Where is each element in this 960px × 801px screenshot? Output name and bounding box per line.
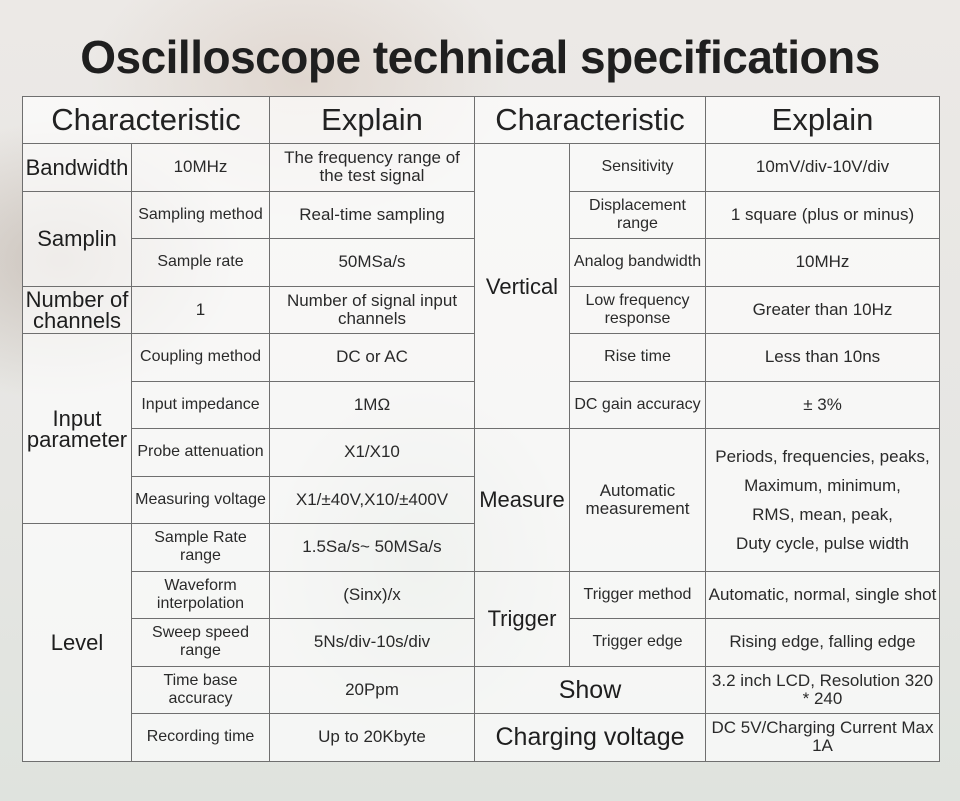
measure-explain-line: Duty cycle, pulse width — [736, 533, 909, 553]
table-row: Input impedance 1MΩ DC gain accuracy ± 3… — [23, 380, 940, 429]
vertical-explain: Greater than 10Hz — [705, 285, 940, 334]
table-row: Samplin Sampling method Real-time sampli… — [22, 190, 940, 287]
measure-explain-line: Periods, frequencies, peaks, — [715, 446, 930, 466]
level-param: Recording time — [131, 713, 270, 762]
input-explain: DC or AC — [269, 333, 475, 382]
show-category: Show — [474, 665, 706, 714]
charging-explain: DC 5V/Charging Current Max 1A — [705, 713, 940, 762]
vertical-param: DC gain accuracy — [569, 380, 706, 429]
trigger-param: Trigger edge — [569, 618, 706, 667]
sampling-param: Sample rate — [131, 238, 270, 287]
page-title: Oscilloscope technical specifications — [80, 31, 880, 83]
vertical-explain: 1 square (plus or minus) — [705, 190, 940, 239]
measure-explain: Periods, frequencies, peaks, Maximum, mi… — [705, 428, 940, 572]
table-row: Waveform interpolation (Sinx)/x Trigger … — [23, 570, 940, 667]
specs-table: Characteristic Explain Characteristic Ex… — [22, 96, 940, 762]
measure-explain-line: Maximum, minimum, — [744, 475, 901, 495]
level-explain: Up to 20Kbyte — [269, 713, 475, 762]
table-row: Probe attenuation X1/X10 Measure Automat… — [23, 428, 940, 572]
bandwidth-explain: The frequency range of the test signal — [269, 143, 475, 192]
trigger-explain: Automatic, normal, single shot — [705, 570, 940, 619]
measure-param: Automatic measurement — [569, 428, 706, 572]
level-param: Waveform interpolation — [131, 570, 270, 619]
table-row: Sweep speed range 5Ns/div-10s/div Trigge… — [23, 618, 940, 667]
vertical-param: Analog bandwidth — [569, 238, 706, 287]
header-row: Characteristic Explain Characteristic Ex… — [22, 96, 940, 144]
bandwidth-value: 10MHz — [131, 143, 270, 192]
charging-category: Charging voltage — [474, 713, 706, 762]
input-explain: X1/±40V,X10/±400V — [269, 475, 475, 524]
level-explain: 1.5Sa/s~ 50MSa/s — [269, 523, 475, 572]
vertical-param: Rise time — [569, 333, 706, 382]
channels-value: 1 — [131, 285, 270, 334]
vertical-explain: 10mV/div-10V/div — [705, 143, 940, 192]
header-characteristic-left: Characteristic — [22, 96, 270, 144]
measure-explain-line: RMS, mean, peak, — [752, 504, 893, 524]
channels-explain: Number of signal input channels — [269, 285, 475, 334]
level-explain: 20Ppm — [269, 665, 475, 714]
header-explain-left: Explain — [269, 96, 475, 144]
table-row: Measuring voltage X1/±40V,X10/±400V — [23, 475, 940, 524]
input-param: Coupling method — [131, 333, 270, 382]
channels-category: Number of channels — [22, 285, 132, 334]
vertical-explain: Less than 10ns — [705, 333, 940, 382]
table-row: Recording time Up to 20Kbyte Charging vo… — [23, 713, 940, 762]
sampling-category: Samplin — [22, 190, 132, 287]
header-explain-right: Explain — [705, 96, 940, 144]
input-param: Measuring voltage — [131, 475, 270, 524]
input-category: Input parameter — [22, 333, 132, 524]
bandwidth-category: Bandwidth — [22, 143, 132, 192]
sampling-explain: 50MSa/s — [269, 238, 475, 287]
vertical-param: Displacement range — [569, 190, 706, 239]
level-param: Sweep speed range — [131, 618, 270, 667]
table-row: Level Sample Rate range 1.5Sa/s~ 50MSa/s — [22, 523, 940, 762]
trigger-category: Trigger — [474, 570, 570, 667]
trigger-param: Trigger method — [569, 570, 706, 619]
vertical-param: Sensitivity — [569, 143, 706, 192]
level-param: Time base accuracy — [131, 665, 270, 714]
vertical-explain: ± 3% — [705, 380, 940, 429]
sampling-explain: Real-time sampling — [269, 190, 475, 239]
measure-category: Measure — [474, 428, 570, 572]
level-explain: (Sinx)/x — [269, 570, 475, 619]
level-category: Level — [22, 523, 132, 762]
level-explain: 5Ns/div-10s/div — [269, 618, 475, 667]
table-row: Time base accuracy 20Ppm Show 3.2 inch L… — [23, 665, 940, 714]
vertical-param: Low frequency response — [569, 285, 706, 334]
show-explain: 3.2 inch LCD, Resolution 320 * 240 — [705, 665, 940, 714]
vertical-category: Vertical — [474, 143, 570, 429]
level-param: Sample Rate range — [131, 523, 270, 572]
table-row: Input parameter Coupling method DC or AC… — [22, 333, 940, 524]
sampling-param: Sampling method — [131, 190, 270, 239]
input-explain: 1MΩ — [269, 380, 475, 429]
header-characteristic-right: Characteristic — [474, 96, 706, 144]
input-explain: X1/X10 — [269, 428, 475, 477]
input-param: Input impedance — [131, 380, 270, 429]
vertical-explain: 10MHz — [705, 238, 940, 287]
table-row: Bandwidth 10MHz The frequency range of t… — [22, 143, 940, 429]
input-param: Probe attenuation — [131, 428, 270, 477]
trigger-explain: Rising edge, falling edge — [705, 618, 940, 667]
